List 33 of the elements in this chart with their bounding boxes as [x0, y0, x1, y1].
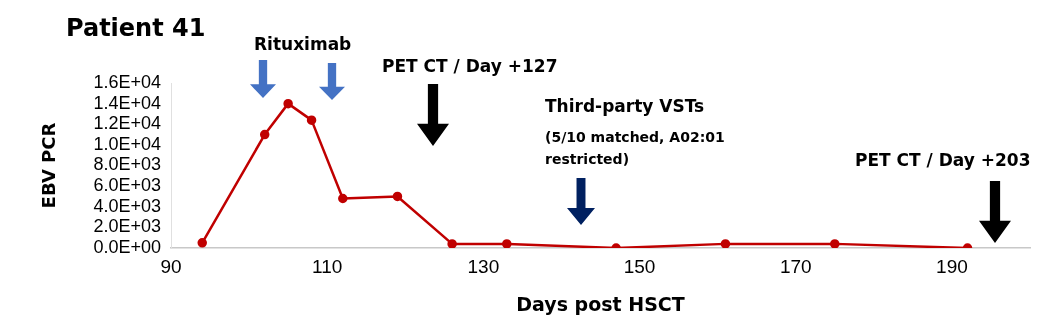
y-tick-label: 1.2E+04 — [93, 113, 161, 134]
point — [502, 239, 512, 248]
x-axis-title: Days post HSCT — [516, 292, 685, 315]
point — [306, 115, 317, 125]
annotation: Third-party VSTs — [545, 96, 705, 116]
y-tick-label: 1.6E+04 — [93, 71, 161, 92]
annotation: PET CT / Day +203 — [855, 150, 1031, 170]
x-tick-label: 110 — [312, 255, 343, 277]
y-axis-title: EBV PCR — [38, 122, 60, 209]
y-tick-label: 0.0E+00 — [93, 236, 161, 257]
point — [283, 98, 293, 109]
y-tick-label: 4.0E+03 — [93, 195, 161, 216]
point — [830, 239, 840, 248]
point — [392, 191, 403, 202]
annotation: (5/10 matched, A02:01 restricted) — [545, 128, 726, 169]
y-tick-label: 1.0E+04 — [93, 133, 161, 154]
point — [338, 193, 348, 204]
point — [447, 239, 457, 248]
y-tick-label: 8.0E+03 — [93, 154, 161, 175]
x-tick-label: 150 — [623, 255, 656, 277]
text: PET CT / Day +127 — [382, 56, 558, 76]
point — [720, 239, 731, 248]
chart-title: Patient 41 — [66, 14, 206, 42]
x-tick-label: 190 — [936, 255, 968, 277]
x-tick-label: 170 — [779, 255, 812, 277]
x-tick-label: 130 — [467, 255, 500, 277]
y-tick-label: 6.0E+03 — [93, 175, 161, 196]
x-tick-label: 90 — [160, 255, 182, 277]
y-tick-label: 1.4E+04 — [93, 92, 161, 113]
text: Rituximab — [254, 34, 352, 54]
point — [259, 129, 270, 140]
y-tick-label: 2.0E+03 — [93, 216, 161, 237]
point — [197, 238, 207, 248]
